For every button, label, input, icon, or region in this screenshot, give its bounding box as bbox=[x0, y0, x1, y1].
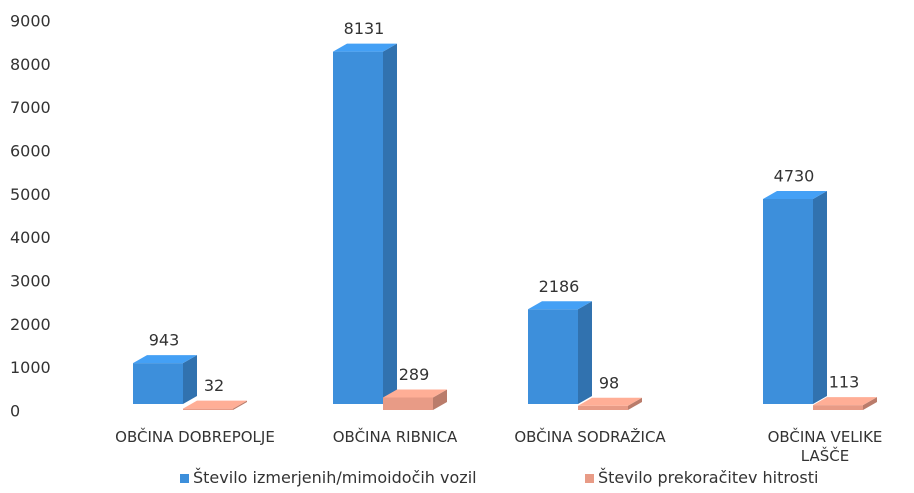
bar bbox=[528, 301, 592, 404]
bar-face bbox=[383, 397, 433, 410]
bar-face bbox=[333, 43, 397, 52]
bar bbox=[763, 191, 827, 404]
bar-face bbox=[813, 397, 877, 406]
legend-label: Število prekoračitev hitrosti bbox=[598, 468, 819, 487]
value-label: 8131 bbox=[344, 19, 385, 38]
bar-face bbox=[433, 389, 447, 410]
value-label: 98 bbox=[599, 373, 619, 392]
bar bbox=[813, 397, 877, 410]
bar-face bbox=[813, 191, 827, 404]
bar-face bbox=[813, 405, 863, 410]
y-tick-label: 4000 bbox=[10, 228, 51, 247]
legend-swatch bbox=[180, 474, 189, 483]
bar-face bbox=[233, 400, 247, 410]
value-label: 289 bbox=[399, 365, 430, 384]
bar-face bbox=[578, 301, 592, 404]
y-tick-label: 3000 bbox=[10, 272, 51, 291]
bar-face bbox=[383, 389, 447, 398]
y-tick-label: 5000 bbox=[10, 185, 51, 204]
bar-face bbox=[763, 199, 813, 404]
value-label: 32 bbox=[204, 376, 224, 395]
x-tick-label: OBČINA RIBNICA bbox=[332, 428, 458, 446]
y-tick-label: 6000 bbox=[10, 142, 51, 161]
bar-face bbox=[578, 405, 628, 410]
bar bbox=[383, 389, 447, 410]
x-tick-label: OBČINA DOBREPOLJE bbox=[115, 428, 275, 446]
x-tick-label: OBČINA SODRAŽICA bbox=[514, 428, 666, 446]
bar-face bbox=[133, 363, 183, 404]
bar bbox=[133, 355, 197, 404]
value-label: 943 bbox=[149, 331, 180, 350]
bar bbox=[578, 397, 642, 410]
bar-face bbox=[863, 397, 877, 410]
legend-label: Število izmerjenih/mimoidočih vozil bbox=[193, 468, 477, 487]
bar-face bbox=[763, 191, 827, 200]
y-tick-label: 7000 bbox=[10, 98, 51, 117]
bar-face bbox=[183, 355, 197, 404]
bar-face bbox=[528, 309, 578, 404]
bar bbox=[333, 43, 397, 404]
bar-face bbox=[628, 397, 642, 410]
bar bbox=[183, 400, 247, 410]
value-label: 2186 bbox=[539, 277, 580, 296]
x-tick-label: OBČINA VELIKE LAŠČE bbox=[767, 428, 883, 465]
y-tick-label: 8000 bbox=[10, 55, 51, 74]
bar-face bbox=[133, 355, 197, 364]
bar-face bbox=[528, 301, 592, 310]
value-label: 113 bbox=[829, 373, 860, 392]
bar-face bbox=[183, 400, 247, 409]
y-tick-label: 2000 bbox=[10, 315, 51, 334]
bar-face bbox=[578, 397, 642, 406]
legend-swatch bbox=[585, 474, 594, 483]
y-tick-label: 0 bbox=[10, 402, 20, 421]
value-label: 4730 bbox=[774, 167, 815, 186]
y-tick-label: 9000 bbox=[10, 12, 51, 31]
bar-face bbox=[183, 408, 233, 410]
legend-item: Število izmerjenih/mimoidočih vozil bbox=[180, 468, 477, 487]
y-tick-label: 1000 bbox=[10, 358, 51, 377]
bar-face bbox=[333, 51, 383, 404]
legend-item: Število prekoračitev hitrosti bbox=[585, 468, 818, 487]
bar-face bbox=[383, 43, 397, 404]
